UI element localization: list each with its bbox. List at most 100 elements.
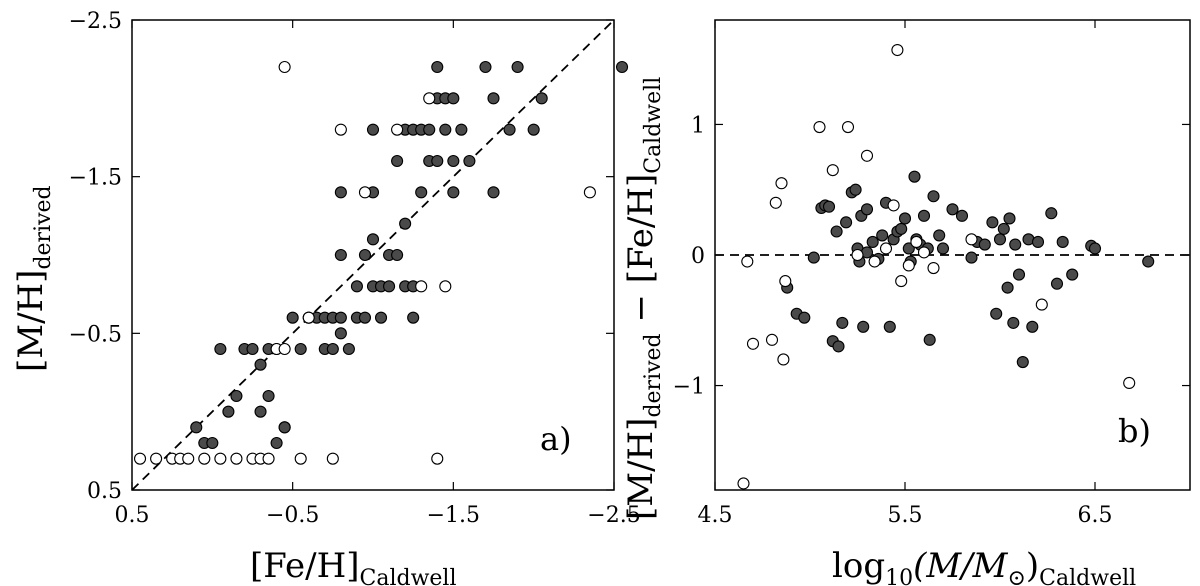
panel-a-point-filled: [366, 233, 380, 246]
panel-b-point-filled: [1009, 238, 1022, 251]
panel-a-point-filled: [334, 186, 347, 199]
panel-b-ylabel-mid: − [Fe/H]: [621, 174, 661, 334]
panel-b-xtick-label: 5.5: [888, 503, 923, 528]
panel-b-point-open: [917, 246, 931, 259]
panel-b-point-filled: [866, 235, 879, 248]
panel-a-point-open: [198, 452, 211, 465]
panel-b-point-filled: [927, 190, 940, 203]
panel-b-point-filled: [1142, 255, 1155, 268]
panel-a-point-filled: [423, 123, 436, 136]
panel-b-point-filled: [993, 233, 1007, 246]
panel-b-xlabel: log10(M/M⊙)Caldwell: [832, 546, 1136, 586]
panel-a-point-filled: [294, 342, 307, 356]
panel-b-point-filled: [1003, 212, 1016, 225]
panel-a-reference-dashed-line: [131, 19, 615, 491]
panel-a-point-open: [431, 452, 444, 465]
panel-b-point-open: [895, 275, 908, 288]
panel-b-point-open: [965, 233, 978, 246]
panel-b-point-open: [777, 353, 790, 366]
panel-a-point-filled: [358, 248, 372, 262]
panel-a-point-filled: [479, 60, 492, 74]
panel-b-xlabel-sub10: 10: [885, 566, 913, 586]
panel-a-point-filled: [511, 60, 524, 74]
panel-a-point-open: [278, 60, 291, 74]
panel-b-point-filled: [860, 203, 874, 216]
panel-a-point-filled: [262, 389, 275, 403]
panel-b-point-filled: [832, 340, 845, 353]
panel-a-point-open: [326, 452, 339, 465]
panel-b-point-open: [737, 477, 750, 490]
panel-b-point-open: [746, 337, 760, 350]
panel-b-point-open: [775, 177, 788, 190]
panel-a-point-filled: [190, 421, 203, 434]
panel-b-xlabel-sun: ⊙: [1007, 566, 1025, 586]
panel-b-point-open: [813, 121, 826, 134]
panel-b-point-open: [741, 255, 754, 268]
panel-a-point-open: [182, 452, 195, 465]
panel-b-points: [737, 43, 1155, 490]
panel-b-point-open: [841, 121, 855, 134]
panel-a-xtick-label: −1.5: [427, 503, 480, 528]
panel-a-point-filled: [487, 186, 500, 199]
panel-b-point-open: [860, 149, 874, 162]
panel-a-point-filled: [391, 154, 404, 168]
panel-a-point-open: [583, 186, 596, 199]
panel-b-point-open: [887, 199, 900, 212]
panel-a-ytick-label: 0.5: [87, 479, 122, 504]
panel-b-xlabel-sub: Caldwell: [1039, 566, 1136, 586]
panel-a-point-filled: [487, 92, 500, 105]
panel-a-point-filled: [431, 154, 444, 168]
panel-b-point-filled: [798, 311, 811, 324]
panel-a-point-filled: [383, 280, 396, 293]
panel-b-xlabel-mid: (M/M: [913, 546, 1009, 586]
panel-b-point-filled: [986, 216, 999, 229]
panel-a-point-filled: [366, 123, 380, 136]
panel-b-point-filled: [933, 229, 946, 242]
panel-b-point-filled: [923, 333, 936, 346]
panel-b-point-open: [769, 196, 782, 209]
panel-a-label: a): [540, 420, 572, 458]
panel-b-point-filled: [830, 225, 843, 238]
panel-a-points: [133, 60, 629, 465]
panel-a-xlabel-main: [Fe/H]: [250, 546, 360, 586]
panel-b-point-open: [851, 248, 864, 262]
panel-b-ylabel: [M/H]derived − [Fe/H]Caldwell: [621, 77, 666, 520]
panel-a-point-filled: [527, 123, 540, 136]
panel-a-point-filled: [334, 248, 347, 262]
panel-a-point-open: [133, 452, 147, 465]
panel-a-point-open: [423, 92, 436, 105]
panel-a: 0.5 −0.5 −1.5 −2.5 0.5 −0.5 −1.5 −2.5 a) [Fe/H]…: [11, 9, 641, 586]
panel-a-point-filled: [246, 342, 259, 356]
panel-b-point-filled: [1007, 316, 1020, 329]
panel-b: 4.5 5.5 6.5−101 b) log10(M/M⊙)Caldwell [M/…: [621, 19, 1191, 586]
panel-b-ytick-label: 0: [691, 244, 705, 269]
panel-b-point-open: [1123, 376, 1136, 389]
panel-a-xlabel-sub: Caldwell: [360, 566, 457, 586]
panel-b-point-filled: [857, 320, 870, 333]
panel-b-point-filled: [1016, 356, 1029, 369]
panel-a-point-filled: [447, 154, 460, 168]
panel-b-point-filled: [1001, 281, 1014, 294]
panel-b-point-filled: [822, 200, 836, 213]
panel-b-point-filled: [936, 242, 950, 255]
panel-a-point-filled: [391, 248, 404, 262]
panel-a-xtick-label: −0.5: [266, 503, 319, 528]
panel-b-xlabel-close: ): [1026, 546, 1039, 586]
panel-b-point-filled: [946, 203, 959, 216]
panel-b-point-filled: [908, 170, 921, 183]
panel-a-point-filled: [278, 421, 291, 434]
panel-a-xlabel: [Fe/H]Caldwell: [250, 546, 457, 586]
panel-a-point-filled: [358, 311, 372, 324]
panel-a-point-filled: [374, 311, 388, 324]
panel-b-point-open: [826, 164, 839, 177]
panel-a-ylabel: [M/H]derived: [11, 185, 56, 372]
panel-a-point-open: [230, 452, 243, 465]
panel-b-point-filled: [1045, 207, 1058, 220]
panel-b-point-filled: [990, 307, 1003, 320]
panel-a-point-filled: [455, 123, 468, 136]
panel-a-point-filled: [334, 327, 347, 340]
panel-a-point-open: [302, 311, 315, 324]
panel-a-point-filled: [415, 186, 428, 199]
panel-b-point-filled: [840, 216, 853, 229]
